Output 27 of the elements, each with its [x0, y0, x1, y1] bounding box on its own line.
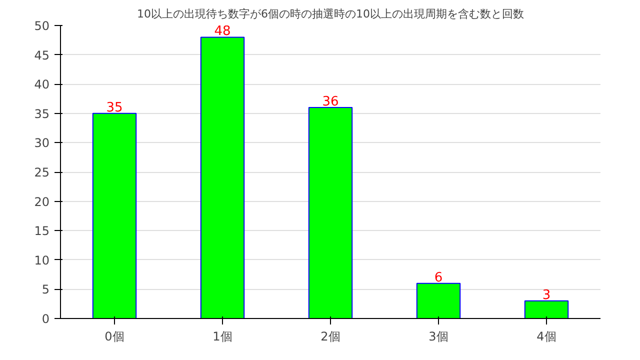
y-tick-label: 10 [34, 253, 50, 268]
y-tick-label: 20 [34, 194, 50, 209]
bar [416, 282, 461, 318]
y-tick-label: 30 [34, 136, 50, 150]
data-label: 48 [214, 24, 231, 40]
data-label: 3 [542, 288, 551, 303]
y-tick-label: 45 [34, 48, 50, 62]
y-tick-label: 40 [34, 78, 50, 92]
bar [92, 112, 137, 318]
bar [308, 107, 353, 318]
data-label: 36 [322, 94, 339, 110]
chart-title: 10以上の出現待ち数字が6個の時の抽選時の10以上の出現周期を含む数と回数 [137, 8, 524, 20]
data-label: 6 [434, 270, 443, 286]
bar [524, 300, 569, 318]
bar [200, 36, 245, 318]
y-tick-label: 15 [34, 224, 50, 238]
x-tick-label: 1個 [212, 330, 232, 344]
y-tick-label: 50 [34, 19, 50, 33]
x-tick-label: 2個 [320, 330, 340, 344]
y-tick-label: 5 [42, 282, 50, 297]
data-label: 35 [106, 100, 123, 116]
x-tick-label: 4個 [536, 330, 556, 344]
y-tick-label: 0 [42, 312, 50, 326]
y-tick-label: 35 [34, 106, 50, 121]
x-tick-label: 0個 [104, 330, 124, 344]
x-tick-label: 3個 [428, 330, 448, 344]
y-tick-label: 25 [34, 166, 50, 180]
